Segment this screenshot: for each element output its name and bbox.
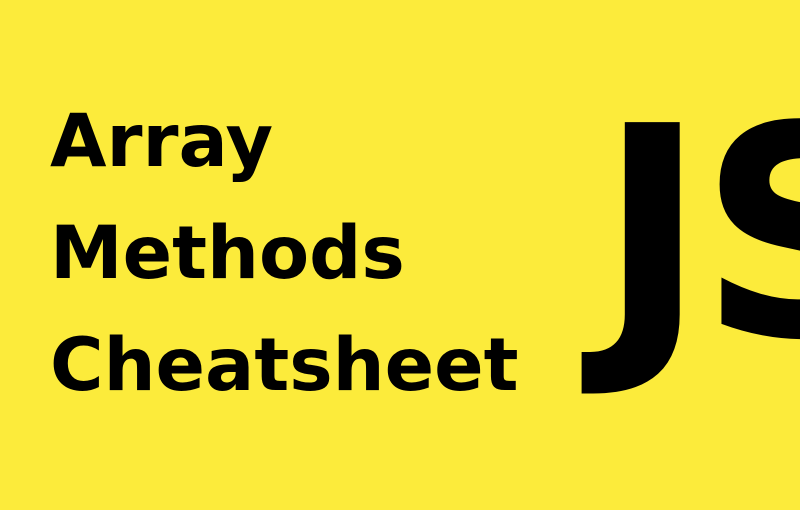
cover-title: Array Methods Cheatsheet (50, 86, 519, 422)
title-line-methods: Methods (50, 211, 405, 296)
js-logo: JS (598, 64, 800, 404)
title-line-cheatsheet: Cheatsheet (50, 323, 519, 408)
title-line-array: Array (50, 99, 274, 184)
